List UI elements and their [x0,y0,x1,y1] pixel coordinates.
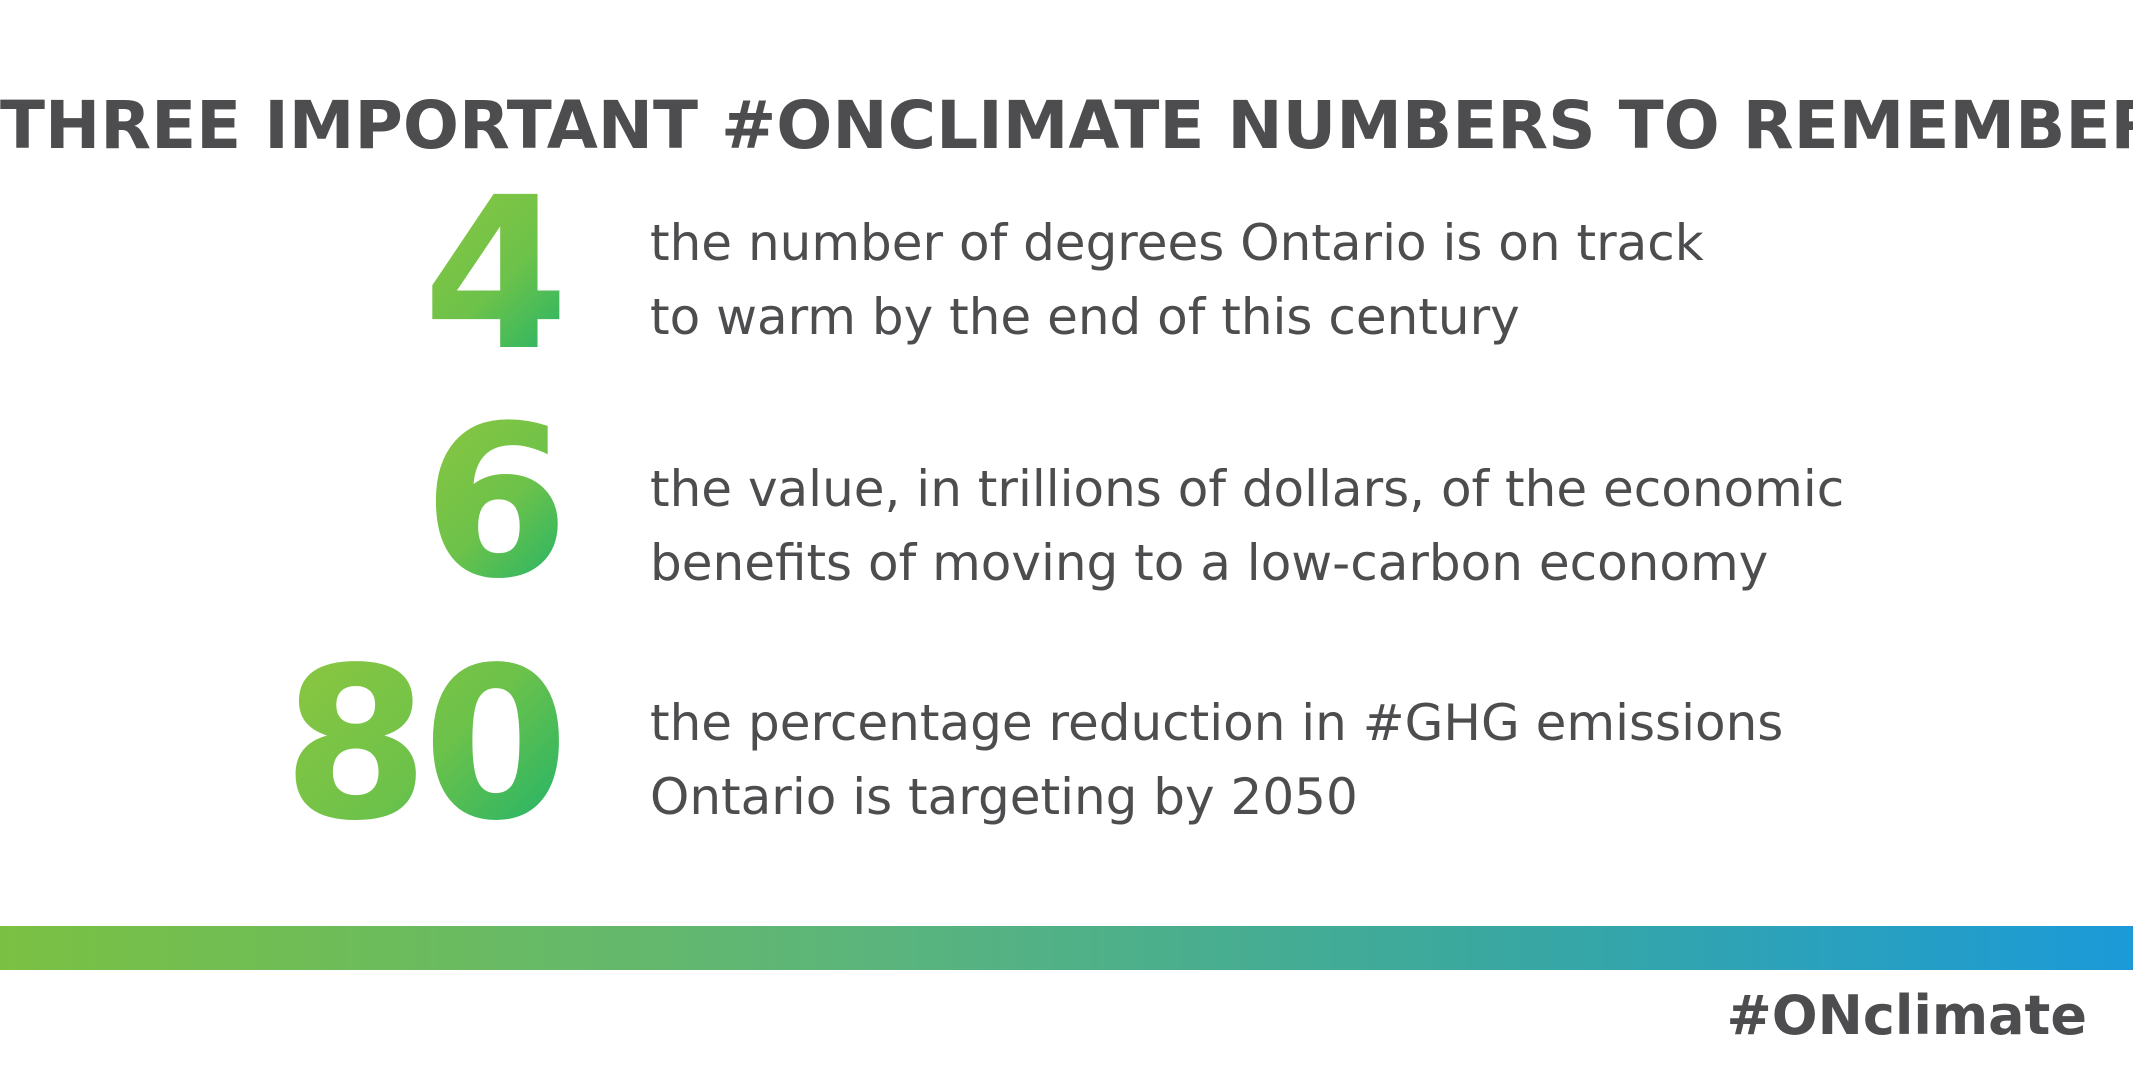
stat-description-line: benefits of moving to a low-carbon econo… [650,534,1769,592]
stat-description-trillions: the value, in trillions of dollars, of t… [650,452,1950,600]
stat-description-degrees: the number of degrees Ontario is on trac… [650,206,1950,354]
stat-row-degrees: 4 [0,152,2133,397]
stat-row-trillions: 6 [0,380,2133,625]
footer-hashtag: #ONclimate [1726,984,2087,1047]
stat-description-line: the percentage reduction in #GHG emissio… [650,694,1784,752]
stat-number: 6 [422,380,569,625]
page-title: THREE IMPORTANT #ONCLIMATE NUMBERS TO RE… [0,87,2133,164]
stat-description-line: the value, in trillions of dollars, of t… [650,460,1845,518]
stat-number: 80 [282,622,569,867]
stat-description-line: Ontario is targeting by 2050 [650,768,1358,826]
stat-description-line: to warm by the end of this century [650,288,1520,346]
stat-description-percentage: the percentage reduction in #GHG emissio… [650,686,1950,834]
stat-description-line: the number of degrees Ontario is on trac… [650,214,1704,272]
gradient-divider-bar [0,926,2133,970]
stat-row-percentage: 80 [0,622,2133,867]
stat-number: 4 [422,152,569,397]
